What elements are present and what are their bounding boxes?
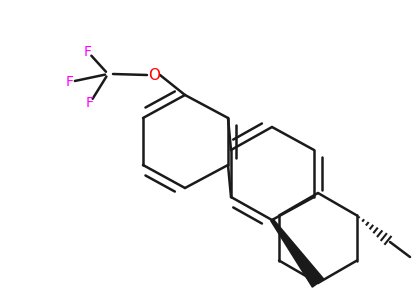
Text: O: O (148, 68, 160, 82)
Text: F: F (86, 96, 94, 110)
Polygon shape (271, 219, 324, 287)
Text: F: F (66, 75, 74, 89)
Text: F: F (84, 45, 92, 59)
